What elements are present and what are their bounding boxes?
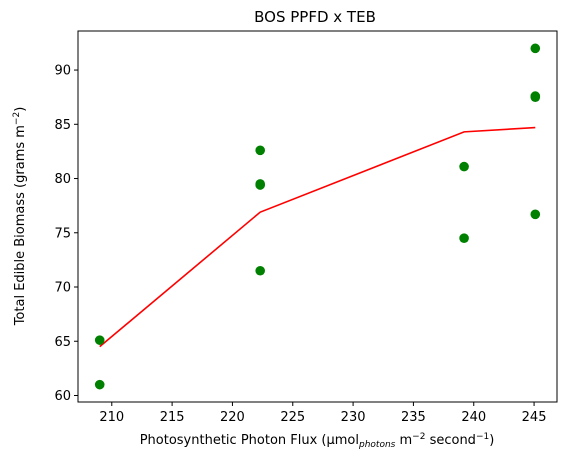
x-tick-label: 215 (160, 410, 185, 425)
plot-frame (77, 30, 558, 403)
y-tick-label: 75 (54, 226, 71, 241)
x-axis-label-suffix: ) (489, 433, 494, 448)
data-point (255, 145, 265, 156)
x-axis-label-second: second (425, 433, 476, 448)
x-tick-label: 240 (461, 410, 486, 425)
series-layer (94, 43, 541, 390)
data-point (530, 43, 541, 54)
x-tick-label: 230 (341, 410, 366, 425)
y-tick-label: 70 (54, 281, 71, 296)
data-point (530, 92, 541, 102)
y-tick-label: 65 (54, 335, 71, 350)
chart-title: BOS PPFD x TEB (254, 8, 376, 26)
fit-line (99, 126, 536, 348)
data-point (94, 335, 105, 345)
x-tick-label: 210 (99, 410, 124, 425)
x-axis-label-subscript: photons (358, 440, 396, 450)
y-axis-label-suffix: ) (13, 107, 28, 112)
x-axis-label-superscript-2: −1 (476, 432, 489, 442)
x-tick-label: 235 (401, 410, 426, 425)
data-point (459, 161, 469, 172)
x-axis-label-superscript-1: −2 (412, 432, 425, 442)
y-axis-label-prefix: Total Edible Biomass (grams m (13, 125, 28, 326)
ticks-layer: 210 215 220 225 230 235 240 245 60 65 70 75 80 85 90 (54, 64, 546, 425)
y-tick-label: 90 (54, 64, 71, 79)
data-point (255, 180, 265, 190)
y-tick-label: 85 (54, 118, 71, 133)
data-point (459, 233, 469, 243)
x-axis-label: Photosynthetic Photon Flux (µmolphotons … (140, 432, 495, 450)
y-tick-label: 60 (54, 389, 71, 404)
x-tick-label: 220 (220, 410, 245, 425)
x-axis-label-prefix: Photosynthetic Photon Flux (µmol (140, 433, 359, 448)
data-point (530, 209, 541, 220)
y-axis-label-superscript: −2 (12, 112, 22, 125)
y-axis-label: Total Edible Biomass (grams m−2) (12, 107, 28, 327)
x-tick-label: 225 (280, 410, 305, 425)
data-point (255, 265, 265, 276)
y-tick-label: 80 (54, 172, 71, 187)
x-axis-label-m: m (395, 433, 412, 448)
data-point (94, 379, 105, 390)
x-tick-label: 245 (522, 410, 547, 425)
